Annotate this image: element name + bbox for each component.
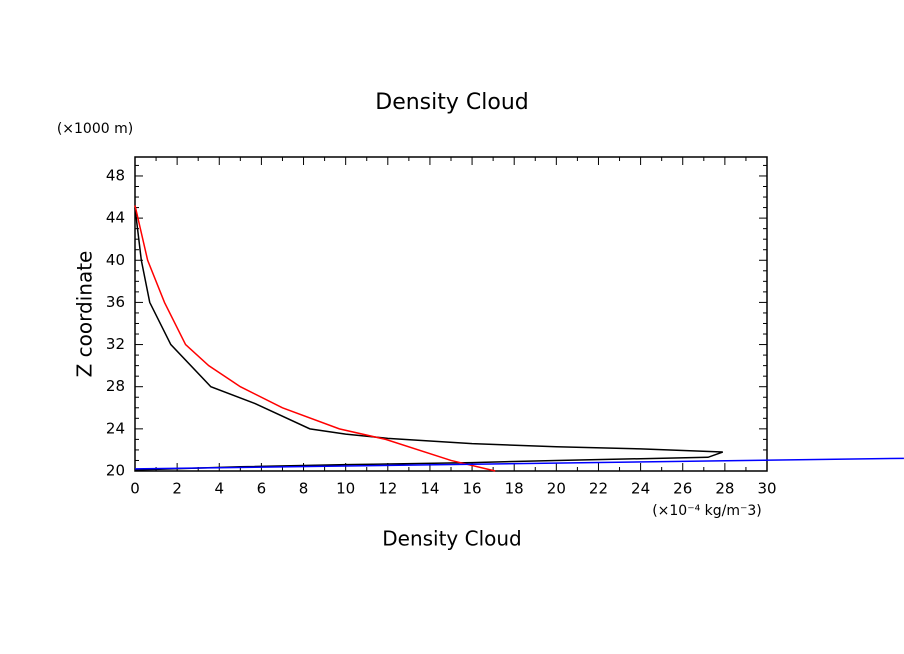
x-tick-label: 26	[673, 480, 692, 498]
y-tick-label: 48	[106, 166, 125, 184]
x-tick-label: 18	[505, 480, 524, 498]
x-tick-label: 20	[547, 480, 566, 498]
y-tick-label: 24	[106, 419, 125, 437]
x-unit: (×10⁻⁴ kg/m⁻3)	[652, 503, 762, 519]
data-line	[134, 457, 904, 470]
data-line	[134, 207, 724, 471]
x-tick-label: 10	[336, 480, 355, 498]
x-tick-label: 14	[420, 480, 439, 498]
x-tick-label: 12	[378, 480, 397, 498]
x-tick-label: 30	[757, 480, 776, 498]
x-tick-label: 0	[130, 480, 140, 498]
y-axis-label: Z coordinate	[73, 251, 97, 378]
x-tick-label: 4	[214, 480, 224, 498]
x-tick-label: 2	[172, 480, 182, 498]
x-tick-label: 16	[463, 480, 482, 498]
y-tick-label: 20	[106, 462, 125, 480]
y-tick-label: 28	[106, 377, 125, 395]
x-tick-label: 22	[589, 480, 608, 498]
x-tick-label: 8	[299, 480, 309, 498]
x-tick-label: 28	[715, 480, 734, 498]
y-tick-label: 32	[106, 335, 125, 353]
x-axis-label: Density Cloud	[382, 527, 522, 551]
x-tick-label: 6	[257, 480, 267, 498]
plot-frame	[134, 156, 768, 472]
chart-title: Density Cloud	[375, 90, 528, 115]
data-line	[134, 205, 496, 472]
y-tick-label: 36	[106, 293, 125, 311]
y-tick-label: 40	[106, 251, 125, 269]
y-unit: (×1000 m)	[57, 121, 133, 137]
x-tick-label: 24	[631, 480, 650, 498]
y-tick-label: 44	[106, 209, 125, 227]
